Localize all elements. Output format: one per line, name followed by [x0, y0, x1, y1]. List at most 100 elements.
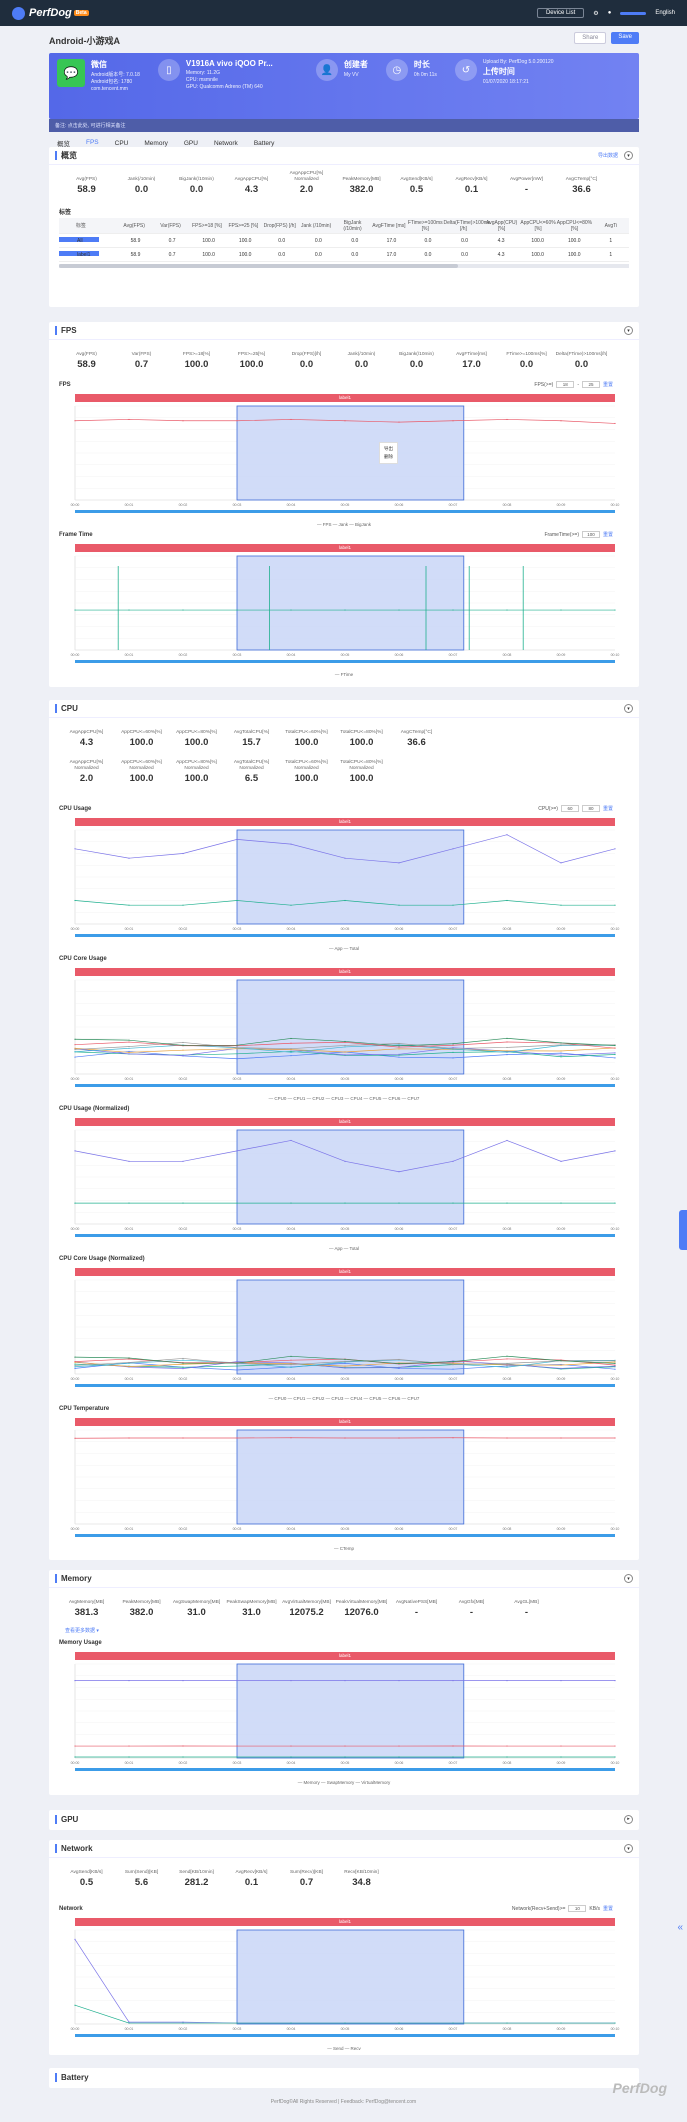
metric: FPS>=18[%] 100.0	[169, 344, 224, 371]
more-data-link[interactable]: 查看更多数据 ▾	[65, 1628, 99, 1634]
language-select[interactable]: English	[655, 10, 675, 16]
chart-legend[interactable]: — Memory — SwapMemory — VirtualMemory	[297, 1780, 391, 1785]
reset-link[interactable]: 重置	[602, 1906, 613, 1912]
fps-threshold-2[interactable]: 25	[581, 381, 600, 388]
settings-icon[interactable]: ⚙	[593, 10, 599, 17]
chart-legend[interactable]: — CPU0 — CPU1 — CPU2 — CPU3 — CPU4 — CPU…	[268, 1396, 420, 1401]
tab-6[interactable]: Battery	[253, 139, 275, 147]
collapse-sidebar-icon[interactable]: «	[677, 1922, 683, 1933]
table-row[interactable]: All 58.9 0.7 100.0 100.0 0.0 0.0 0.0 17.0 0.0 0.0 4…	[59, 234, 629, 248]
expand-icon[interactable]: ▸	[624, 1814, 633, 1824]
x-tick: 00:09	[557, 1527, 566, 1531]
label-bar[interactable]: label1	[75, 1268, 615, 1276]
cpu-threshold-label: CPU(>=)	[538, 805, 558, 812]
label-bar[interactable]: label1	[75, 968, 615, 976]
metric: AvgFTime[ms] 17.0	[444, 344, 499, 371]
metric-value: 0.1	[464, 184, 479, 195]
chart-legend[interactable]: — FTime	[334, 672, 354, 677]
label-bar[interactable]: label1	[75, 1652, 615, 1660]
share-button[interactable]: Share	[574, 32, 607, 44]
metric: PeakMemory[MB] 382.0	[334, 169, 389, 196]
device-list-button[interactable]: Device List	[536, 8, 585, 18]
chart-legend[interactable]: — Send — Recv	[327, 2046, 361, 2051]
beta-badge: Beta	[73, 10, 89, 16]
data-point	[506, 1202, 508, 1204]
row-checkbox[interactable]	[59, 237, 99, 242]
label-bar[interactable]: label1	[75, 1118, 615, 1126]
collapse-icon[interactable]: ▾	[624, 1574, 633, 1583]
table-row[interactable]: label1 58.9 0.7 100.0 100.0 0.0 0.0 0.0 17.0 0.0 0…	[59, 248, 629, 262]
table-cell: 0.0	[351, 237, 359, 244]
metric: AppCPU<=60%[%] 100.0	[114, 722, 169, 749]
metric-value: 0.0	[134, 184, 149, 195]
brand-logo[interactable]: PerfDog Beta	[12, 6, 89, 20]
metric-value: 382.0	[129, 1607, 154, 1618]
data-point	[560, 904, 562, 906]
tab-2[interactable]: CPU	[114, 139, 129, 147]
chart-legend[interactable]: — CTemp	[333, 1546, 354, 1551]
tab-5[interactable]: Network	[213, 139, 238, 147]
cpu-threshold-2[interactable]: 80	[581, 805, 600, 812]
chart-legend[interactable]: — App — Total	[329, 946, 359, 951]
x-tick: 00:06	[395, 1227, 404, 1231]
collapse-icon[interactable]: ▾	[624, 704, 633, 713]
label-bar[interactable]: label1	[75, 394, 615, 402]
export-link[interactable]: 导出数据	[597, 153, 618, 159]
side-feedback-tab[interactable]	[679, 1210, 687, 1250]
column-header: AvgTi	[604, 222, 618, 229]
data-point	[344, 1680, 346, 1682]
reset-link[interactable]: 重置	[602, 382, 613, 388]
creator-name: My VV	[343, 72, 359, 78]
metric: AvgMemory[MB] 381.3	[59, 1592, 114, 1619]
chart-legend[interactable]: — CPU0 — CPU1 — CPU2 — CPU3 — CPU4 — CPU…	[268, 1096, 420, 1101]
metric: Jank(/10min) 0.0	[334, 344, 389, 371]
label-bar[interactable]: label1	[75, 544, 615, 552]
x-tick: 00:00	[71, 653, 80, 657]
data-point	[452, 1202, 454, 1204]
x-tick: 00:00	[71, 1527, 80, 1531]
data-point	[398, 1745, 400, 1747]
x-tick: 00:06	[395, 1377, 404, 1381]
chart-canvas: 00:00 00:01 00:02 00:03 00:04 00:05 00:06 00:07…	[71, 1279, 619, 1387]
data-point	[74, 1038, 76, 1040]
network-chart: Network Network(Recv+Send)>= 10 KB/s 重置 lab…	[49, 1905, 639, 2056]
label-bar[interactable]: label1	[75, 1418, 615, 1426]
context-menu-item[interactable]: 导出	[384, 446, 393, 451]
save-button[interactable]: Save	[611, 32, 639, 44]
network-unit: KB/s	[589, 1905, 600, 1912]
chart-legend[interactable]: — App — Total	[329, 1246, 359, 1251]
metric-label: AvgRecv[KB/s]	[455, 176, 488, 182]
data-point	[74, 1044, 76, 1046]
tab-0[interactable]: 概览	[57, 141, 70, 148]
reset-link[interactable]: 重置	[602, 806, 613, 812]
data-point	[236, 1745, 238, 1747]
metric: Jank(/10min) 0.0	[114, 169, 169, 196]
context-menu-item[interactable]: 删除	[384, 454, 393, 459]
label-bar[interactable]: label1	[75, 1918, 615, 1926]
user-icon[interactable]: ●	[607, 10, 612, 16]
fps-threshold-1[interactable]: 18	[556, 381, 575, 388]
frametime-threshold-label: FrameTime(>=)	[544, 531, 579, 538]
clock-icon: ◷	[385, 59, 408, 81]
network-threshold[interactable]: 10	[568, 1905, 587, 1912]
frametime-threshold[interactable]: 100	[581, 531, 600, 538]
collapse-icon[interactable]: ▾	[624, 1844, 633, 1853]
tab-4[interactable]: GPU	[183, 139, 198, 147]
reset-link[interactable]: 重置	[602, 532, 613, 538]
label-bar[interactable]: label1	[75, 818, 615, 826]
column-header: AppCPU<=60% [%]	[520, 219, 556, 232]
overview-panel: 概览 导出数据 ▾ Avg(FPS) 58.9 Jank(/10min) 0.0 BigJa…	[49, 147, 639, 307]
collapse-icon[interactable]: ▾	[624, 151, 633, 160]
metric-label: AvgSend[KB/s]	[70, 1869, 103, 1875]
table-scrollbar[interactable]	[59, 264, 629, 268]
collapse-icon[interactable]: ▾	[624, 326, 633, 335]
tab-3[interactable]: Memory	[144, 139, 168, 147]
cpu-threshold-1[interactable]: 60	[560, 805, 579, 812]
remark-bar[interactable]: 备注: 点击此处, 可进行相关备注	[49, 119, 639, 132]
row-checkbox[interactable]	[59, 251, 99, 256]
metric-value: 0.1	[244, 1877, 259, 1888]
cpu-usage-chart: CPU Usage CPU(>=) 60 80 重置 label1 00:00 00:01…	[49, 805, 639, 956]
data-point	[236, 1680, 238, 1682]
chart-legend[interactable]: — FPS — Jank — BigJank	[316, 522, 372, 527]
data-point	[506, 1364, 508, 1366]
